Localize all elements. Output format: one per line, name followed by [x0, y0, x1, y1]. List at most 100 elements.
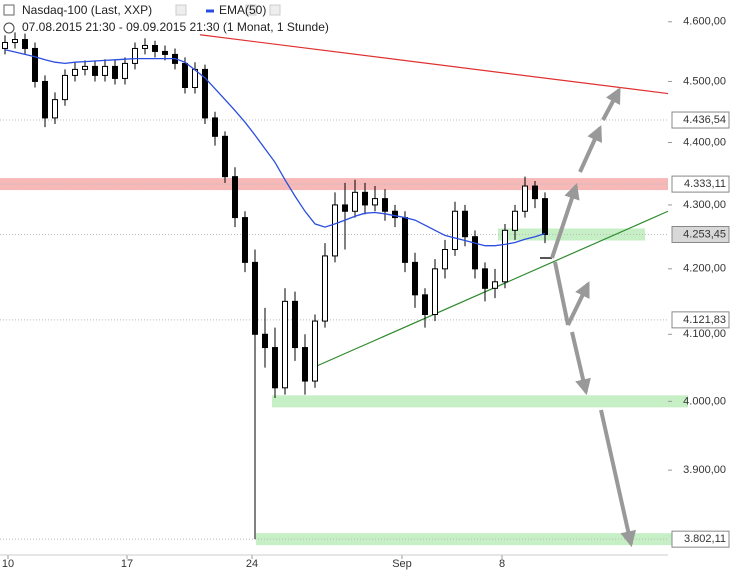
ema-line [4, 49, 546, 247]
candle-body [22, 39, 28, 49]
trendline [312, 210, 669, 369]
chart-title: Nasdaq-100 (Last, XXP) [22, 3, 152, 17]
candle-body [362, 191, 368, 206]
y-tick-label: 3.900,00 [683, 464, 726, 476]
candle-body [392, 210, 398, 219]
projection-arrows [540, 87, 637, 548]
candle-body [452, 210, 458, 251]
price-box [671, 225, 730, 243]
zones [0, 178, 688, 546]
icon [3, 22, 15, 34]
candle-body [372, 198, 378, 206]
candle-body [332, 204, 338, 257]
chart-subtitle: 07.08.2015 21:30 - 09.09.2015 21:30 (1 M… [22, 20, 329, 34]
candle-body [442, 249, 448, 270]
price-box [671, 311, 730, 329]
x-tick-label: 10 [2, 558, 14, 570]
price-label: 3.802,11 [684, 533, 726, 545]
candle-body [132, 47, 138, 64]
price-box [671, 175, 730, 193]
candle-body [2, 42, 8, 49]
price-box [671, 530, 730, 548]
candle-body [42, 80, 48, 119]
candle-body [92, 65, 98, 76]
arrow [550, 182, 580, 259]
candle-body [492, 281, 498, 289]
trendline [199, 34, 669, 95]
candle-body [82, 65, 88, 70]
x-tick-label: 8 [499, 558, 505, 570]
zone [272, 395, 688, 408]
candle-body [152, 44, 158, 52]
candle-body [162, 50, 168, 55]
header: Nasdaq-100 (Last, XXP) EMA(50) 07.08.201… [3, 3, 329, 34]
arrow [570, 331, 591, 396]
y-tick-label: 4.200,00 [683, 263, 726, 275]
candle-body [12, 39, 18, 44]
y-tick-label: 4.300,00 [683, 199, 726, 211]
price-label: 4.436,54 [683, 114, 726, 126]
candle-body [482, 268, 488, 289]
candle-body [242, 217, 248, 263]
candle-body [272, 347, 278, 389]
candle-body [312, 320, 318, 382]
plot [2, 32, 669, 540]
icon [175, 4, 187, 16]
candle-body [532, 185, 538, 200]
candle-body [542, 198, 548, 235]
candle-body [222, 135, 228, 178]
candle-body [512, 210, 518, 231]
zone [498, 228, 645, 241]
axis: 3.900,00 4.000,00 4.100,00 4.200,00 4.300,00… [0, 16, 730, 570]
icon [245, 4, 257, 16]
candle-body [252, 261, 258, 335]
candle-body [382, 198, 388, 212]
candle-body [202, 68, 208, 119]
arrow [599, 409, 637, 548]
candle-body [112, 65, 118, 79]
candle-body [142, 44, 148, 49]
candle-body [432, 268, 438, 315]
arrow [553, 261, 570, 326]
arrow [601, 87, 621, 121]
x-tick-label: 17 [121, 558, 133, 570]
candle-body [342, 204, 348, 212]
candle-body [292, 300, 298, 349]
x-tick-label: 24 [246, 558, 258, 570]
candle-body [522, 185, 528, 212]
arrow [578, 125, 602, 173]
candle-body [52, 99, 58, 119]
y-tick-label: 4.100,00 [683, 328, 726, 340]
candle-body [122, 62, 128, 79]
candle-body [212, 117, 218, 137]
candle-body [232, 176, 238, 219]
candle-body [352, 191, 358, 212]
candle-body [302, 347, 308, 382]
candle-body [62, 74, 68, 101]
y-tick-label: 4.600,00 [683, 16, 726, 28]
candle-body [402, 217, 408, 263]
arrow [566, 281, 590, 326]
candle-body [102, 65, 108, 76]
candle-body [262, 333, 268, 349]
candle-body [32, 47, 38, 82]
candle-body [322, 255, 328, 322]
candle-body [472, 236, 478, 270]
icon [3, 4, 15, 16]
y-tick-label: 4.500,00 [683, 75, 726, 87]
legend-label: EMA(50) [219, 3, 266, 17]
candle-body [502, 229, 508, 283]
price-label: 4.253,45 [683, 228, 726, 240]
candle-body [412, 261, 418, 296]
candle-body [282, 300, 288, 389]
y-tick-label: 4.000,00 [683, 395, 726, 407]
price-box [671, 111, 730, 129]
price-label: 4.333,11 [684, 178, 726, 190]
candle-body [422, 294, 428, 315]
icon [269, 4, 281, 16]
candle-body [462, 210, 468, 238]
x-tick-label: Sep [392, 558, 412, 570]
candle-body [72, 68, 78, 76]
y-tick-label: 4.400,00 [683, 136, 726, 148]
